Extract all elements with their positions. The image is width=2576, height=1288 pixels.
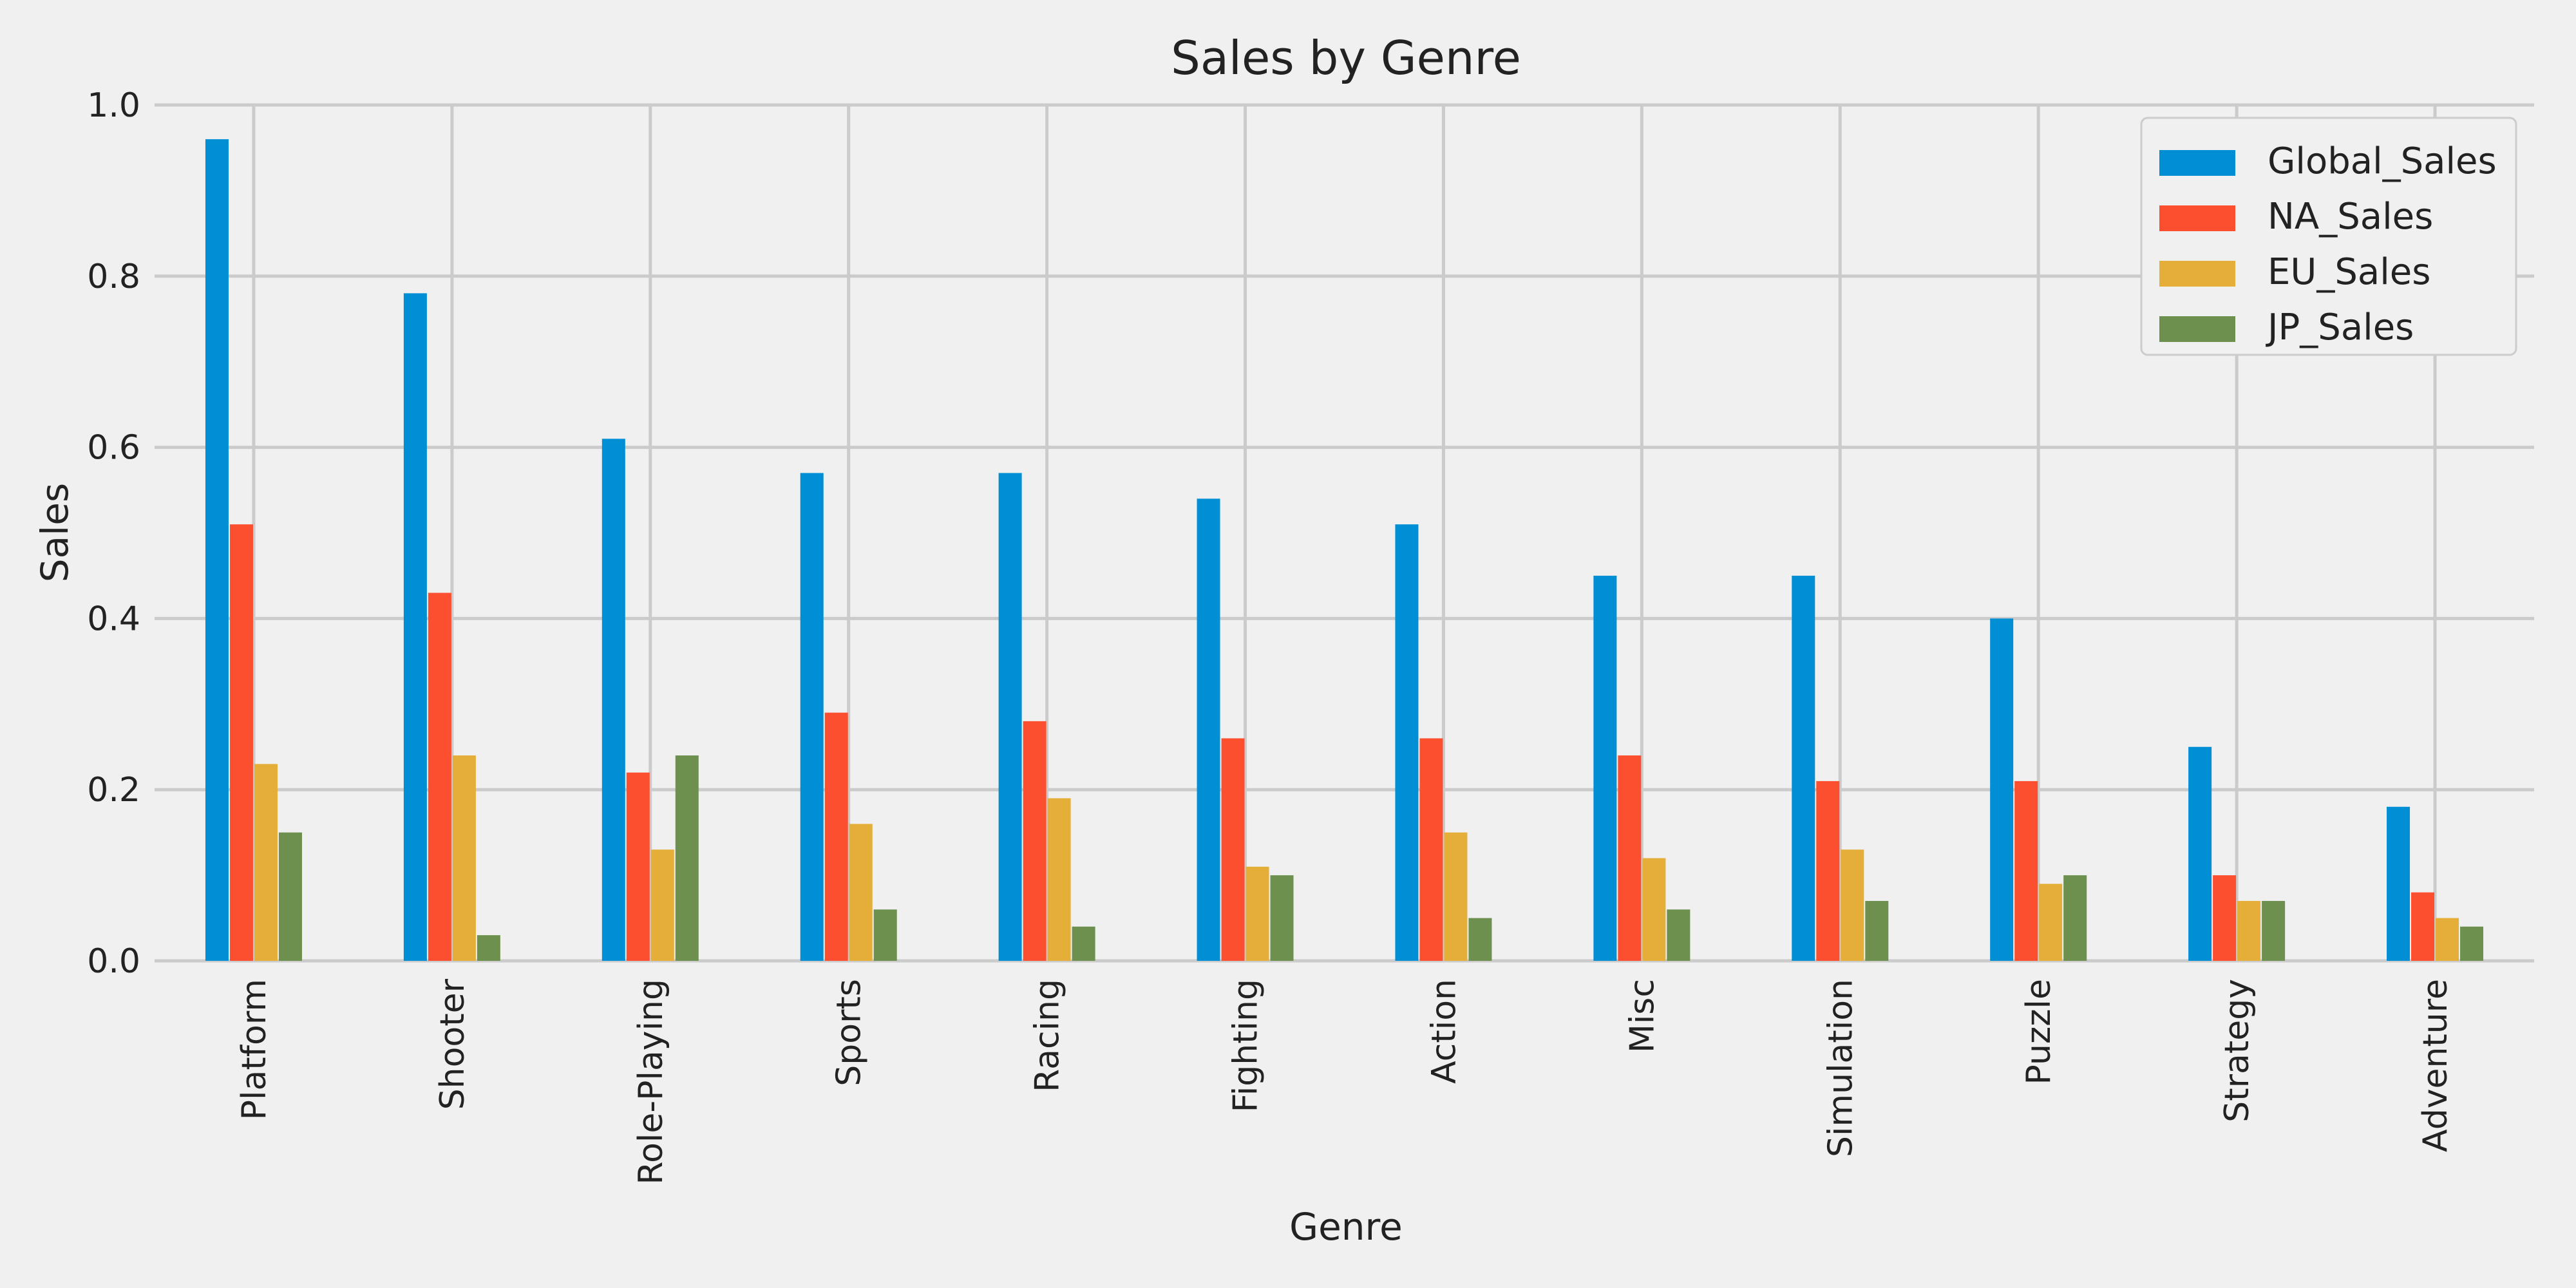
- x-axis-label: Genre: [1289, 1205, 1403, 1249]
- bar-global-sales-simulation: [1792, 575, 1815, 961]
- x-tick-label: Sports: [830, 979, 869, 1086]
- bar-na-sales-action: [1419, 738, 1443, 961]
- x-tick-label: Role-Playing: [632, 979, 670, 1185]
- bar-global-sales-role-playing: [601, 439, 625, 961]
- bar-na-sales-shooter: [428, 592, 451, 961]
- x-tick-label: Action: [1425, 979, 1463, 1084]
- bar-na-sales-adventure: [2411, 892, 2435, 961]
- bar-global-sales-fighting: [1197, 498, 1220, 961]
- bar-global-sales-racing: [998, 473, 1022, 961]
- bars-layer: [205, 139, 2484, 961]
- legend-swatch: [2159, 205, 2235, 231]
- x-tick-label: Shooter: [433, 978, 472, 1110]
- bar-global-sales-shooter: [403, 293, 427, 961]
- bar-na-sales-puzzle: [2014, 781, 2038, 961]
- y-tick-label: 0.0: [87, 942, 140, 981]
- legend-swatch: [2159, 150, 2235, 176]
- legend: Global_Sales NA_Sales EU_Sales JP_Sales: [2140, 117, 2517, 356]
- bar-jp-sales-adventure: [2460, 926, 2484, 961]
- bar-global-sales-adventure: [2387, 806, 2410, 961]
- bar-jp-sales-simulation: [1865, 900, 1889, 961]
- bar-jp-sales-role-playing: [675, 755, 699, 961]
- bar-na-sales-misc: [1618, 755, 1642, 961]
- bar-jp-sales-strategy: [2262, 900, 2286, 961]
- legend-entry: JP_Sales: [2266, 307, 2414, 348]
- grid-layer: [155, 103, 2534, 963]
- bar-eu-sales-adventure: [2436, 918, 2459, 961]
- bar-eu-sales-sports: [849, 824, 873, 961]
- bar-global-sales-platform: [205, 139, 229, 961]
- bar-eu-sales-action: [1444, 832, 1468, 961]
- bar-eu-sales-racing: [1047, 798, 1071, 961]
- bar-jp-sales-action: [1468, 918, 1492, 961]
- bar-na-sales-racing: [1023, 721, 1046, 961]
- x-tick-label: Platform: [235, 979, 274, 1120]
- y-tick-label: 0.8: [87, 258, 140, 296]
- y-tick-label: 0.2: [87, 771, 140, 810]
- bar-global-sales-misc: [1593, 575, 1617, 961]
- bar-jp-sales-sports: [873, 909, 897, 961]
- bar-na-sales-platform: [229, 524, 253, 961]
- legend-entry: EU_Sales: [2268, 251, 2430, 293]
- bar-eu-sales-puzzle: [2039, 884, 2063, 961]
- bar-jp-sales-racing: [1072, 926, 1095, 961]
- legend-swatch: [2159, 316, 2235, 342]
- y-tick-label: 0.4: [87, 600, 140, 638]
- legend-entry: Global_Sales: [2268, 140, 2497, 182]
- bar-jp-sales-shooter: [477, 935, 500, 961]
- legend-entry: NA_Sales: [2268, 196, 2433, 238]
- x-tick-label: Misc: [1623, 979, 1662, 1053]
- y-tick-label: 1.0: [87, 86, 140, 125]
- bar-global-sales-action: [1395, 524, 1419, 961]
- legend-box: [2140, 117, 2517, 356]
- y-tick-labels: 0.0 0.2 0.4 0.6 0.8 1.0: [87, 86, 140, 981]
- bar-jp-sales-puzzle: [2063, 875, 2087, 961]
- bar-na-sales-role-playing: [626, 772, 650, 961]
- bar-na-sales-sports: [824, 712, 848, 961]
- x-tick-label: Fighting: [1227, 979, 1265, 1112]
- x-tick-label: Strategy: [2218, 979, 2257, 1122]
- bar-eu-sales-misc: [1642, 858, 1666, 961]
- y-tick-label: 0.6: [87, 429, 140, 468]
- bar-na-sales-simulation: [1816, 781, 1840, 961]
- bar-jp-sales-fighting: [1270, 875, 1294, 961]
- x-tick-label: Puzzle: [2020, 979, 2058, 1084]
- y-axis-label: Sales: [33, 483, 77, 582]
- x-tick-label: Racing: [1028, 979, 1067, 1092]
- bar-jp-sales-misc: [1667, 909, 1690, 961]
- bar-eu-sales-simulation: [1841, 849, 1864, 961]
- x-tick-label: Adventure: [2416, 979, 2455, 1152]
- bar-eu-sales-fighting: [1245, 866, 1269, 961]
- bar-eu-sales-shooter: [452, 755, 476, 961]
- bar-global-sales-puzzle: [1990, 618, 2014, 961]
- bar-global-sales-sports: [800, 473, 824, 961]
- bar-eu-sales-strategy: [2237, 900, 2261, 961]
- legend-swatch: [2159, 261, 2235, 287]
- bar-global-sales-strategy: [2188, 746, 2212, 961]
- bar-jp-sales-platform: [278, 832, 302, 961]
- chart-title: Sales by Genre: [1171, 31, 1521, 85]
- bar-na-sales-strategy: [2213, 875, 2237, 961]
- bar-eu-sales-role-playing: [650, 849, 674, 961]
- x-tick-labels: Platform Shooter Role-Playing Sports Racing F…: [235, 978, 2455, 1184]
- bar-na-sales-fighting: [1221, 738, 1245, 961]
- bar-eu-sales-platform: [254, 764, 278, 961]
- x-tick-label: Simulation: [1821, 979, 1860, 1157]
